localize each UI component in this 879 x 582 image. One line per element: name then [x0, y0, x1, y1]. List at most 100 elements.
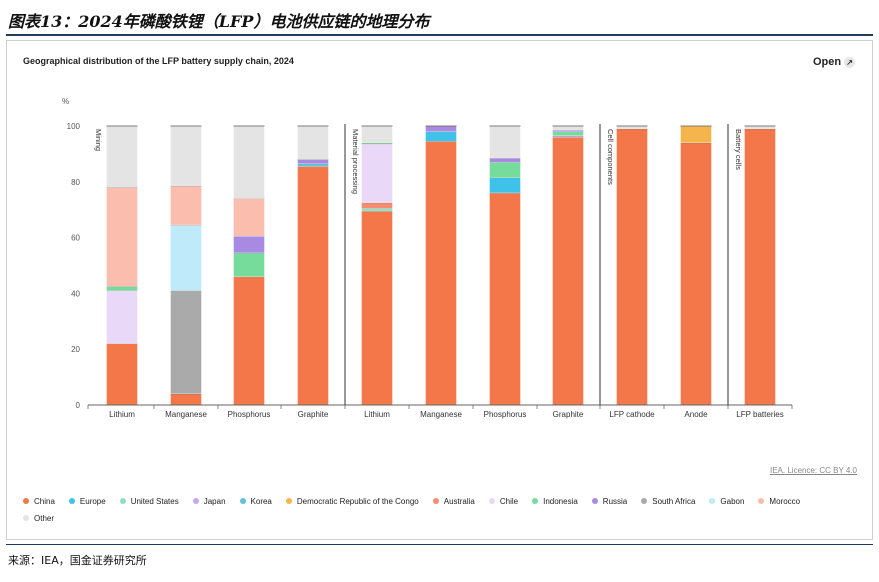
y-tick-label: 40 [71, 289, 80, 298]
bar-segment [361, 125, 393, 143]
legend-swatch [591, 497, 598, 504]
bar-segment [170, 224, 202, 291]
bar-segment [680, 142, 712, 406]
chart-title: Geographical distribution of the LFP bat… [23, 56, 294, 66]
bar-segment [744, 125, 776, 129]
legend-item[interactable]: South Africa [641, 497, 695, 506]
legend-label: China [34, 497, 55, 506]
x-tick-label: Lithium [364, 410, 390, 419]
legend-label: Other [34, 514, 55, 523]
legend-label: Russia [602, 497, 628, 506]
y-tick-label: 80 [71, 178, 80, 187]
footer-divider [6, 544, 873, 545]
bar-segment [233, 125, 265, 199]
legend-swatch [68, 497, 75, 504]
bar-segment [106, 187, 138, 287]
bar-segment [744, 128, 776, 406]
bar-segment [616, 128, 648, 406]
x-tick-label: LFP cathode [609, 410, 655, 419]
legend-label: United States [130, 497, 179, 506]
bar-segment [297, 159, 329, 164]
bar-segment [489, 177, 521, 194]
stage-label: Battery cells [734, 129, 743, 170]
bar-segment [106, 125, 138, 188]
figure-header: 图表13：2024年磷酸铁锂（LFP）电池供应链的地理分布 [0, 0, 879, 34]
bar-segment [361, 210, 393, 406]
legend-item[interactable]: United States [119, 497, 179, 506]
stage-label: Cell components [606, 129, 615, 185]
legend-item[interactable]: Democratic Republic of the Congo [285, 497, 419, 506]
bar-segment [552, 131, 584, 136]
stage-label: Material processing [351, 129, 360, 194]
bar-segment [361, 143, 393, 203]
legend-swatch [23, 514, 29, 521]
bar-segment [552, 125, 584, 131]
legend-item[interactable]: Japan [192, 497, 226, 506]
bar-segment [425, 131, 457, 142]
legend-swatch [239, 497, 246, 504]
legend-item[interactable]: Other [23, 514, 54, 523]
open-button[interactable]: Open ↗ [813, 56, 856, 68]
legend-swatch [192, 497, 199, 504]
legend-swatch [641, 497, 648, 504]
x-tick-label: LFP batteries [736, 410, 783, 419]
bar-segment [233, 198, 265, 237]
legend-swatch [758, 497, 765, 504]
header-divider [6, 34, 873, 36]
bar-segment [106, 286, 138, 291]
bar-segment [297, 166, 329, 406]
bar-segment [170, 290, 202, 395]
legend-item[interactable]: Gabon [709, 497, 744, 506]
x-tick-label: Manganese [165, 410, 207, 419]
legend-label: Democratic Republic of the Congo [296, 497, 419, 506]
external-link-icon: ↗ [844, 56, 856, 68]
legend-label: Korea [250, 497, 272, 506]
legend-item[interactable]: China [23, 497, 55, 506]
y-tick-label: 60 [71, 234, 80, 243]
bar-segment [425, 141, 457, 406]
bar-segment [361, 202, 393, 209]
legend-label: Indonesia [543, 497, 578, 506]
bar-segment [233, 252, 265, 277]
legend-label: Japan [203, 497, 226, 506]
bar-segment [489, 192, 521, 406]
legend-swatch [119, 497, 126, 504]
bar-segment [170, 185, 202, 226]
legend-item[interactable]: Australia [432, 497, 475, 506]
legend-swatch [488, 497, 495, 504]
legend-item[interactable]: Korea [239, 497, 272, 506]
legend-item[interactable]: Indonesia [532, 497, 578, 506]
x-tick-label: Phosphorus [484, 410, 527, 419]
legend-swatch [285, 497, 292, 504]
legend-item[interactable]: Europe [68, 497, 106, 506]
bar-segment [233, 276, 265, 406]
legend-label: Gabon [720, 497, 745, 506]
legend-label: Morocco [769, 497, 801, 506]
licence-link[interactable]: IEA. Licence: CC BY 4.0 [770, 466, 858, 475]
y-tick-label: 20 [71, 345, 80, 354]
x-tick-label: Phosphorus [228, 410, 271, 419]
legend-item[interactable]: Russia [591, 497, 628, 506]
legend-item[interactable]: Morocco [758, 497, 800, 506]
y-tick-label: 0 [76, 401, 81, 410]
bar-segment [106, 343, 138, 406]
legend-label: Australia [443, 497, 475, 506]
x-tick-label: Manganese [420, 410, 462, 419]
y-axis-unit-label: % [62, 97, 69, 106]
legend-swatch [532, 497, 539, 504]
chart-legend: China Europe United States Japan Korea Democr… [23, 497, 843, 531]
legend-swatch [23, 497, 29, 504]
bar-segment [489, 162, 521, 178]
bar-segment [680, 125, 712, 143]
x-tick-label: Graphite [553, 410, 584, 419]
bar-segment [297, 163, 329, 167]
open-label: Open [813, 56, 842, 68]
bar-segment [361, 208, 393, 212]
bar-segment [489, 125, 521, 159]
legend-item[interactable]: Chile [488, 497, 519, 506]
bar-segment [489, 157, 521, 163]
legend-label: Chile [499, 497, 519, 506]
legend-swatch [709, 497, 716, 504]
legend-label: Europe [79, 497, 106, 506]
bar-segment [170, 393, 202, 406]
